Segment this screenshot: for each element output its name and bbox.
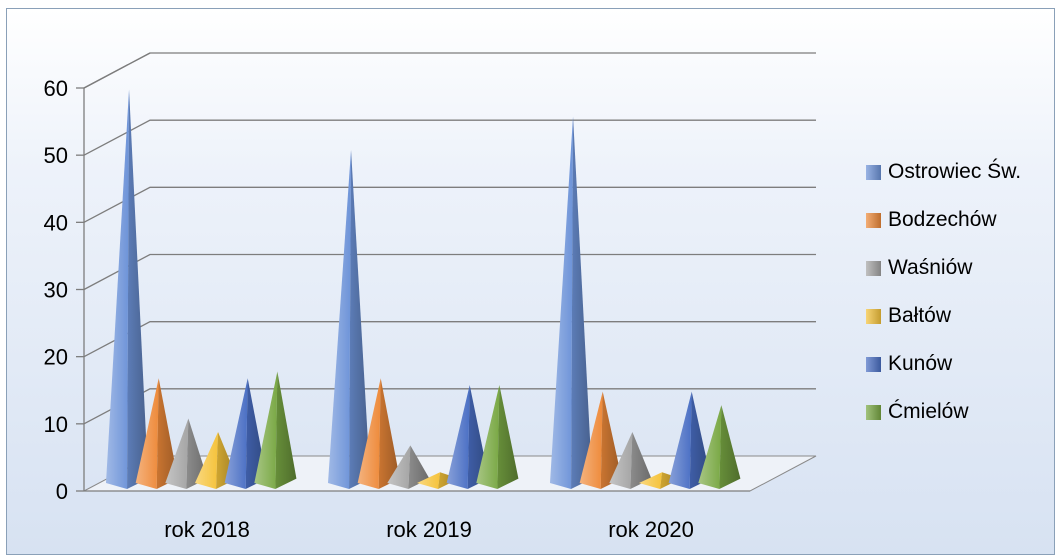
legend-item: Bałtów — [866, 292, 1056, 340]
pyramid-mark — [609, 431, 652, 489]
legend-label: Kunów — [888, 352, 953, 375]
y-tick-label: 0 — [56, 479, 68, 504]
pyramid-face-left — [387, 445, 411, 489]
category-label: rok 2018 — [164, 517, 250, 542]
y-tick-label: 40 — [44, 210, 68, 235]
pyramid-mark — [357, 378, 400, 489]
gridline — [83, 186, 816, 223]
pyramid-face-left — [357, 378, 381, 489]
y-tick-label: 20 — [44, 345, 68, 370]
legend-label: Waśniów — [888, 256, 973, 279]
legend-item: Bodzechów — [866, 196, 1056, 244]
chart-walls — [83, 455, 817, 492]
pyramid-face-right — [156, 378, 178, 489]
legend-swatch — [866, 260, 881, 276]
pyramid-face-left — [638, 472, 663, 489]
category-label: rok 2020 — [608, 517, 694, 542]
legend-item: Ćmielów — [866, 388, 1056, 436]
legend: Ostrowiec Św. Bodzechów Waśniów Bałtów Kunów… — [866, 148, 1056, 436]
y-tick-label: 60 — [44, 76, 68, 101]
pyramid-mark — [135, 378, 178, 489]
pyramid-face-right — [497, 384, 519, 489]
legend-label: Ostrowiec Św. — [888, 160, 1022, 183]
pyramid-face-left — [476, 384, 500, 489]
y-tick-label: 50 — [44, 143, 68, 168]
pyramid-face-left — [698, 405, 722, 489]
gridlines — [83, 52, 816, 425]
pyramid-mark — [327, 149, 371, 489]
legend-label: Bałtów — [888, 304, 952, 327]
pyramid-mark — [476, 384, 519, 489]
pyramid-face-left — [327, 149, 352, 489]
legend-swatch — [866, 404, 881, 420]
pyramid-face-right — [408, 445, 430, 489]
legend-label: Bodzechów — [888, 208, 997, 231]
pyramid-face-left — [254, 371, 278, 489]
pyramid-face-left — [105, 89, 130, 489]
pyramid-face-right — [127, 89, 149, 489]
gridline — [83, 321, 816, 358]
pyramid-mark — [579, 391, 622, 489]
category-label: rok 2019 — [386, 517, 472, 542]
legend-label: Ćmielów — [888, 400, 969, 423]
legend-swatch — [866, 308, 881, 324]
pyramid-mark — [105, 89, 149, 489]
pyramid-face-right — [630, 431, 652, 489]
pyramid-face-right — [349, 149, 371, 489]
y-tick-labels: 0 10 20 30 40 50 60 — [44, 76, 84, 504]
pyramid-mark — [387, 445, 430, 489]
gridline — [83, 388, 816, 425]
pyramid-face-right — [378, 378, 400, 489]
pyramid-face-right — [719, 405, 741, 489]
gridline — [83, 119, 816, 156]
pyramid-face-left — [165, 418, 189, 489]
pyramid-mark — [254, 371, 297, 489]
gridline — [83, 52, 816, 89]
pyramid-face-left — [224, 378, 248, 489]
pyramid-face-left — [609, 431, 633, 489]
pyramid-face-right — [275, 371, 297, 489]
legend-item: Kunów — [866, 340, 1056, 388]
chart-axes — [83, 52, 750, 492]
pyramid-face-left — [135, 378, 159, 489]
legend-swatch — [866, 212, 881, 228]
pyramid-face-left — [549, 116, 574, 490]
pyramid-mark — [549, 116, 593, 490]
chart-marks — [105, 89, 741, 490]
pyramid-face-left — [194, 431, 219, 489]
legend-item: Ostrowiec Św. — [866, 148, 1056, 196]
y-tick-label: 10 — [44, 412, 68, 437]
pyramid-face-right — [571, 116, 593, 490]
pyramid-face-left — [416, 472, 441, 489]
category-labels: rok 2018 rok 2019 rok 2020 — [164, 517, 694, 542]
pyramid-face-left — [579, 391, 603, 489]
pyramid-face-left — [446, 384, 470, 489]
y-tick-label: 30 — [44, 278, 68, 303]
pyramid-face-right — [600, 391, 622, 489]
y-axis-depth — [83, 52, 151, 89]
pyramid-face-left — [668, 391, 692, 489]
gridline — [83, 253, 816, 291]
legend-swatch — [866, 164, 881, 180]
legend-swatch — [866, 356, 881, 372]
pyramid-mark — [698, 405, 741, 489]
legend-item: Waśniów — [866, 244, 1056, 292]
